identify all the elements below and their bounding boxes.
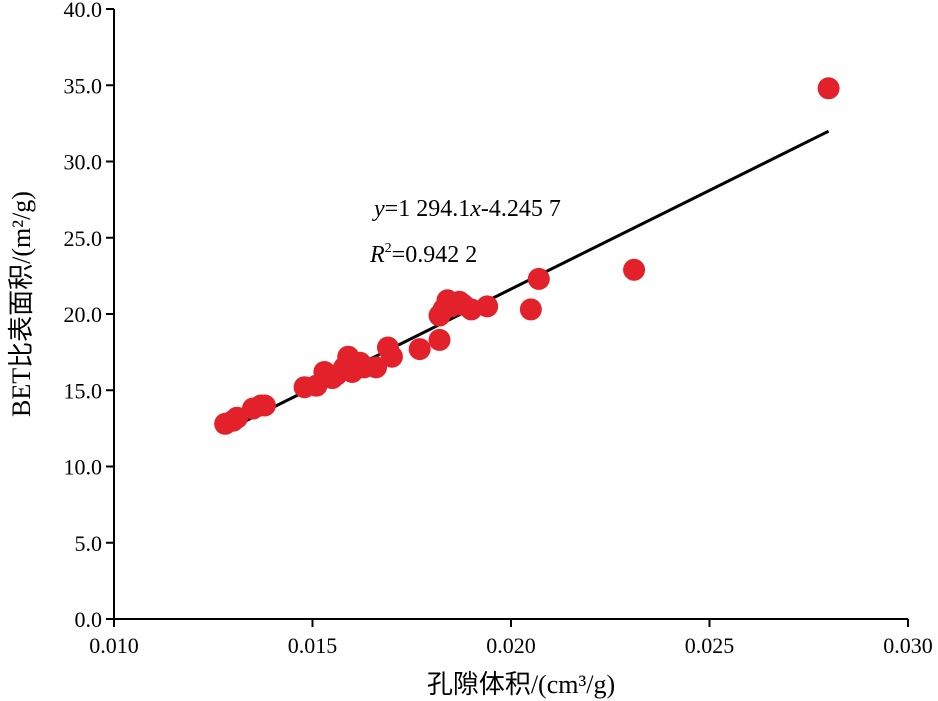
y-tick-label: 40.0: [64, 0, 103, 22]
data-point: [226, 406, 249, 429]
fit-equation: y=1 294.1x-4.245 7: [372, 196, 561, 222]
x-tick-label: 0.030: [883, 633, 933, 658]
y-tick-label: 0.0: [75, 607, 103, 632]
data-point: [380, 345, 403, 368]
data-point: [365, 356, 388, 379]
data-point: [408, 338, 431, 361]
data-point: [428, 328, 451, 351]
data-points: [214, 77, 840, 435]
x-tick-label: 0.025: [685, 633, 735, 658]
y-tick-label: 15.0: [64, 378, 103, 403]
x-tick-label: 0.015: [288, 633, 338, 658]
y-tick-label: 25.0: [64, 226, 103, 251]
data-point: [519, 298, 542, 321]
labels: y=1 294.1x-4.245 7 R2=0.942 2: [369, 196, 561, 268]
data-point: [253, 394, 276, 417]
r-squared: R2=0.942 2: [369, 241, 477, 268]
axes: 0.010 0.015 0.020 0.025 0.030 0.0 5.0 10.0 15.0 2…: [7, 0, 933, 699]
x-axis-title: 孔隙体积/(cm³/g): [427, 670, 615, 699]
x-tick-label: 0.020: [486, 633, 536, 658]
y-tick-label: 35.0: [64, 73, 103, 98]
data-point: [476, 295, 499, 318]
y-tick-label: 5.0: [75, 531, 103, 556]
data-point: [817, 77, 840, 100]
data-point: [527, 267, 550, 290]
x-tick-label: 0.010: [89, 633, 139, 658]
data-point: [623, 258, 646, 281]
y-axis-title: BET比表面积/(m²/g): [7, 191, 36, 417]
y-tick-label: 30.0: [64, 150, 103, 175]
y-tick-label: 10.0: [64, 455, 103, 480]
y-tick-label: 20.0: [64, 302, 103, 327]
